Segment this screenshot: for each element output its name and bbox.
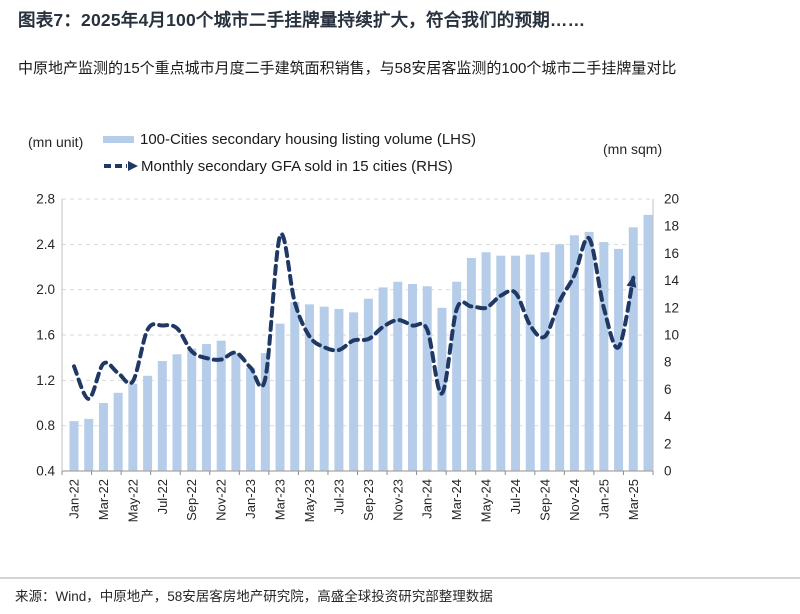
bar-Feb-25 (614, 248, 624, 471)
legend-line-label: Monthly secondary GFA sold in 15 cities … (141, 157, 453, 175)
chart: 0.4 0.8 1.2 1.6 2.0 2.4 2.8 0 2 4 6 8 10 12 14 16 18 20 Ja… (0, 182, 800, 554)
bar-Jan-24 (422, 286, 432, 471)
svg-text:4: 4 (664, 409, 672, 424)
svg-text:Jan-24: Jan-24 (420, 479, 435, 519)
source-text: 来源：Wind，中原地产，58安居客房地产研究院，高盛全球投资研究部整理数据 (15, 589, 493, 604)
bar-Nov-23 (393, 281, 403, 471)
svg-text:Nov-24: Nov-24 (567, 479, 582, 521)
bar-Jun-24 (496, 255, 506, 471)
svg-text:2.4: 2.4 (36, 237, 55, 252)
svg-text:May-24: May-24 (479, 479, 494, 522)
svg-text:Nov-22: Nov-22 (214, 479, 229, 521)
svg-text:Jul-24: Jul-24 (508, 479, 523, 514)
bar-Dec-24 (584, 231, 594, 471)
svg-text:16: 16 (664, 246, 679, 261)
svg-text:18: 18 (664, 219, 679, 234)
bar-Jul-23 (334, 308, 344, 471)
bar-Feb-23 (260, 353, 270, 471)
y-axis-labels-left: 0.4 0.8 1.2 1.6 2.0 2.4 2.8 (36, 192, 55, 479)
svg-text:Mar-22: Mar-22 (96, 479, 111, 520)
svg-text:Sep-22: Sep-22 (184, 479, 199, 521)
legend-item-line: Monthly secondary GFA sold in 15 cities … (103, 156, 476, 176)
svg-text:2.8: 2.8 (36, 192, 55, 207)
bar-Aug-22 (172, 354, 182, 471)
figure-title: 图表7：2025年4月100个城市二手挂牌量持续扩大，符合我们的预期…… (18, 10, 586, 30)
svg-text:Mar-25: Mar-25 (626, 479, 641, 520)
bar-Oct-23 (378, 287, 388, 471)
bar-Aug-23 (349, 312, 359, 471)
bar-Dec-22 (231, 353, 241, 471)
svg-text:Jan-22: Jan-22 (67, 479, 82, 519)
svg-text:14: 14 (664, 273, 680, 288)
figure-subtitle: 中原地产监测的15个重点城市月度二手建筑面积销售，与58安居客监测的100个城市… (18, 60, 677, 77)
svg-text:Jul-22: Jul-22 (155, 479, 170, 514)
dashed-line-swatch-icon (104, 161, 138, 171)
bar-Apr-23 (290, 302, 300, 471)
left-axis-unit-label: (mn unit) (28, 134, 84, 150)
svg-text:1.6: 1.6 (36, 328, 55, 343)
source-divider (0, 577, 800, 579)
svg-text:0.8: 0.8 (36, 418, 55, 433)
bar-Oct-22 (201, 344, 211, 471)
bar-Jan-22 (69, 421, 79, 471)
gfa-sold-line (72, 232, 637, 401)
bar-Nov-22 (216, 340, 226, 471)
svg-text:May-22: May-22 (125, 479, 140, 522)
bar-Jan-25 (599, 242, 609, 471)
svg-text:Jul-23: Jul-23 (331, 479, 346, 514)
chart-svg: 0.4 0.8 1.2 1.6 2.0 2.4 2.8 0 2 4 6 8 10 12 14 16 18 20 Ja… (36, 192, 680, 523)
bar-Mar-24 (452, 281, 462, 471)
bar-Sep-22 (187, 348, 197, 471)
bar-Jul-22 (157, 361, 167, 471)
bar-May-22 (128, 383, 138, 471)
bar-May-24 (481, 252, 491, 471)
bar-Jul-24 (511, 255, 521, 471)
bar-Apr-25 (643, 214, 653, 471)
bar-Apr-24 (466, 257, 476, 471)
svg-text:0: 0 (664, 464, 672, 479)
svg-text:Jan-23: Jan-23 (243, 479, 258, 519)
legend-bar-label: 100-Cities secondary housing listing vol… (140, 130, 476, 148)
svg-text:Mar-23: Mar-23 (273, 479, 288, 520)
svg-text:2: 2 (664, 436, 672, 451)
bars-series (69, 214, 653, 471)
svg-text:Nov-23: Nov-23 (390, 479, 405, 521)
bar-Mar-23 (275, 323, 285, 471)
legend: 100-Cities secondary housing listing vol… (103, 129, 476, 183)
svg-text:6: 6 (664, 382, 672, 397)
svg-text:10: 10 (664, 328, 679, 343)
bar-Mar-25 (628, 227, 638, 471)
bar-Dec-23 (408, 284, 418, 471)
svg-text:12: 12 (664, 300, 679, 315)
bar-Jun-23 (319, 306, 329, 471)
bar-Aug-24 (525, 254, 535, 471)
bar-Feb-22 (84, 418, 94, 471)
svg-text:Mar-24: Mar-24 (449, 479, 464, 520)
svg-text:Jan-25: Jan-25 (596, 479, 611, 519)
svg-text:Sep-24: Sep-24 (537, 479, 552, 521)
legend-item-bars: 100-Cities secondary housing listing vol… (103, 129, 476, 149)
bar-Sep-24 (540, 252, 550, 471)
bar-swatch-icon (103, 135, 134, 143)
svg-text:8: 8 (664, 355, 672, 370)
x-axis-labels: Jan-22 Mar-22 May-22 Jul-22 Sep-22 Nov-22 Jan-… (67, 479, 641, 522)
bar-Mar-22 (98, 403, 108, 471)
svg-text:20: 20 (664, 192, 679, 207)
bar-Apr-22 (113, 392, 123, 471)
svg-text:1.2: 1.2 (36, 373, 55, 388)
bar-Nov-24 (569, 235, 579, 471)
bar-Sep-23 (363, 298, 373, 471)
svg-text:May-23: May-23 (302, 479, 317, 522)
bar-Jan-23 (246, 367, 256, 471)
bar-Jun-22 (143, 375, 153, 471)
bar-May-23 (304, 304, 314, 471)
x-axis-ticks (61, 471, 654, 475)
svg-text:0.4: 0.4 (36, 464, 55, 479)
y-axis-labels-right: 0 2 4 6 8 10 12 14 16 18 20 (664, 192, 680, 479)
svg-text:2.0: 2.0 (36, 282, 55, 297)
svg-text:Sep-23: Sep-23 (361, 479, 376, 521)
right-axis-unit-label: (mn sqm) (603, 141, 663, 157)
bar-Oct-24 (555, 244, 565, 471)
